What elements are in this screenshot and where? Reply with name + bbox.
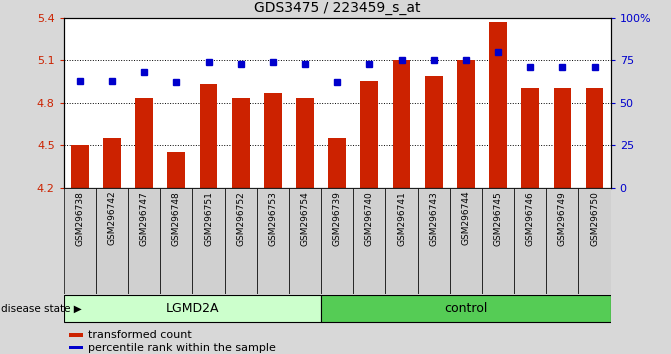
Bar: [578, 188, 611, 294]
Bar: [289, 188, 321, 294]
Text: GSM296741: GSM296741: [397, 191, 406, 246]
Bar: [160, 188, 193, 294]
Bar: [417, 188, 450, 294]
Bar: [321, 188, 353, 294]
Text: GSM296739: GSM296739: [333, 191, 342, 246]
Text: GSM296738: GSM296738: [75, 191, 85, 246]
Bar: [69, 346, 83, 349]
Bar: [586, 88, 603, 188]
Text: GSM296752: GSM296752: [236, 191, 245, 246]
Text: transformed count: transformed count: [89, 330, 192, 340]
Bar: [136, 98, 153, 188]
Text: disease state ▶: disease state ▶: [1, 304, 81, 314]
Text: GSM296748: GSM296748: [172, 191, 181, 246]
Bar: [168, 152, 185, 188]
Text: GSM296740: GSM296740: [365, 191, 374, 246]
Bar: [69, 333, 83, 337]
Bar: [321, 295, 611, 322]
Bar: [296, 98, 314, 188]
Text: GSM296743: GSM296743: [429, 191, 438, 246]
Bar: [457, 60, 474, 188]
Bar: [385, 188, 417, 294]
Text: GSM296745: GSM296745: [493, 191, 503, 246]
Text: LGMD2A: LGMD2A: [166, 302, 219, 315]
Text: GSM296742: GSM296742: [107, 191, 117, 245]
Bar: [103, 138, 121, 188]
Bar: [328, 138, 346, 188]
Bar: [482, 188, 514, 294]
Bar: [264, 93, 282, 188]
Bar: [353, 188, 385, 294]
Bar: [231, 98, 250, 188]
Text: control: control: [444, 302, 488, 315]
Bar: [546, 188, 578, 294]
Text: GSM296753: GSM296753: [268, 191, 277, 246]
Bar: [225, 188, 257, 294]
Bar: [425, 76, 443, 188]
Bar: [193, 188, 225, 294]
Bar: [554, 88, 571, 188]
Bar: [71, 145, 89, 188]
Bar: [393, 60, 411, 188]
Title: GDS3475 / 223459_s_at: GDS3475 / 223459_s_at: [254, 1, 421, 15]
Text: GSM296749: GSM296749: [558, 191, 567, 246]
Bar: [360, 81, 378, 188]
Bar: [96, 188, 128, 294]
Text: GSM296750: GSM296750: [590, 191, 599, 246]
Text: GSM296751: GSM296751: [204, 191, 213, 246]
Bar: [450, 188, 482, 294]
Text: GSM296746: GSM296746: [525, 191, 535, 246]
Text: GSM296744: GSM296744: [462, 191, 470, 245]
Text: GSM296747: GSM296747: [140, 191, 149, 246]
Bar: [489, 22, 507, 188]
Text: percentile rank within the sample: percentile rank within the sample: [89, 343, 276, 353]
Bar: [64, 188, 96, 294]
Bar: [64, 295, 321, 322]
Bar: [200, 84, 217, 188]
Text: GSM296754: GSM296754: [301, 191, 309, 246]
Bar: [257, 188, 289, 294]
Bar: [128, 188, 160, 294]
Bar: [521, 88, 539, 188]
Bar: [514, 188, 546, 294]
